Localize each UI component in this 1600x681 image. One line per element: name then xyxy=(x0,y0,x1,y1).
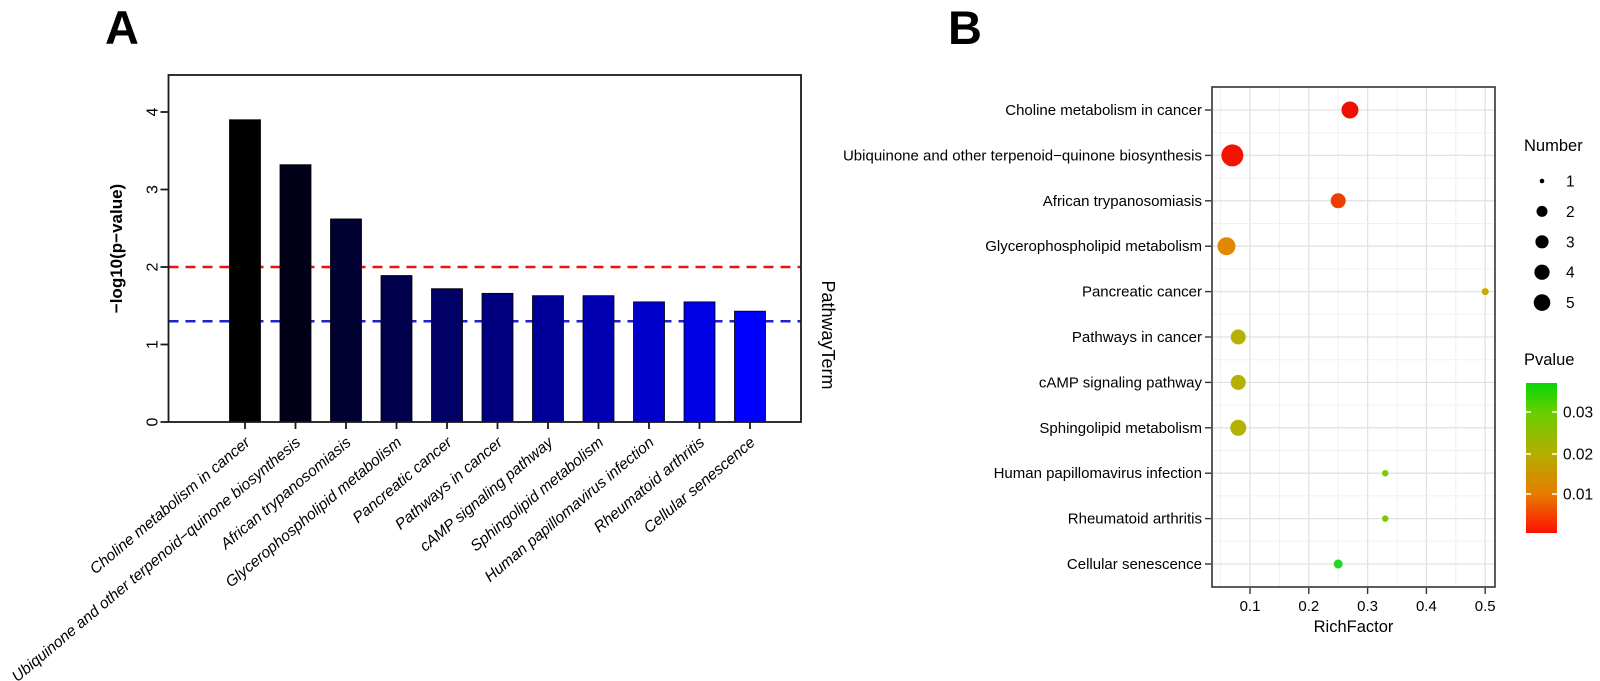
row-label-cellular-senescence: Cellular senescence xyxy=(1067,556,1202,573)
x-tick-label: 0.2 xyxy=(1298,598,1319,615)
legend-number-dot-4 xyxy=(1534,264,1550,280)
x-tick-label: 0.1 xyxy=(1240,598,1261,615)
x-tick-label: 0.3 xyxy=(1357,598,1378,615)
row-label-human-papillomavirus-infection: Human papillomavirus infection xyxy=(994,465,1202,482)
legend-number-title: Number xyxy=(1524,137,1583,155)
right-axis-title: PathwayTerm xyxy=(818,280,838,389)
legend-number-label: 5 xyxy=(1566,295,1575,312)
row-label-african-trypanosomiasis: African trypanosomiasis xyxy=(1043,193,1202,210)
row-label-rheumatoid-arthritis: Rheumatoid arthritis xyxy=(1068,511,1202,528)
bar-glycerophospholipid-metabolism xyxy=(380,275,413,423)
pvalue-tick-label: 0.03 xyxy=(1563,405,1593,422)
pvalue-colorbar xyxy=(1526,383,1557,533)
legend-number-label: 3 xyxy=(1566,234,1575,251)
row-label-pathways-in-cancer: Pathways in cancer xyxy=(1072,329,1202,346)
row-label-camp-signaling-pathway: cAMP signaling pathway xyxy=(1039,374,1203,391)
legend-number-dot-3 xyxy=(1535,235,1549,249)
bar-african-trypanosomiasis xyxy=(330,218,362,423)
legend-number-label: 4 xyxy=(1566,265,1575,282)
legend-number-label: 1 xyxy=(1566,174,1575,191)
dot-camp-signaling-pathway xyxy=(1230,374,1246,390)
dot-african-trypanosomiasis xyxy=(1330,193,1346,209)
bar-ubiquinone-and-other-terpenoid-quinone-b xyxy=(279,164,312,423)
dot-rheumatoid-arthritis xyxy=(1381,515,1389,522)
dot-pancreatic-cancer xyxy=(1481,288,1489,296)
legend-pvalue: Pvalue 0.03 0.02 0.01 xyxy=(1524,351,1593,533)
legend-number-dot-5 xyxy=(1533,294,1551,311)
bar-pathways-in-cancer xyxy=(481,292,514,423)
dot-choline-metabolism-in-cancer xyxy=(1341,101,1359,119)
legend-pvalue-title: Pvalue xyxy=(1524,351,1574,369)
row-label-pancreatic-cancer: Pancreatic cancer xyxy=(1082,284,1202,301)
legend-number-dot-2 xyxy=(1536,205,1548,217)
x-axis-title: RichFactor xyxy=(1314,618,1394,636)
legend-number-label: 2 xyxy=(1566,204,1575,221)
y-tick-label: 3 xyxy=(145,185,162,194)
bar-choline-metabolism-in-cancer xyxy=(229,119,261,423)
bar-cellular-senescence xyxy=(734,310,766,423)
legend-number: Number 1 2 3 4 5 xyxy=(1524,137,1583,312)
y-tick-label: 4 xyxy=(145,107,162,116)
legend-number-dot-1 xyxy=(1539,178,1545,184)
bar-camp-signaling-pathway xyxy=(532,295,564,423)
x-tick-label: 0.5 xyxy=(1475,598,1496,615)
bar-pancreatic-cancer xyxy=(431,288,463,423)
panel-b-border xyxy=(1211,86,1496,588)
pvalue-tick-label: 0.01 xyxy=(1563,487,1593,504)
x-tick-label: 0.4 xyxy=(1416,598,1437,615)
panel-b-dotplot: Choline metabolism in cancer Ubiquinone a… xyxy=(843,86,1496,636)
row-label-glycerophospholipid-metabolism: Glycerophospholipid metabolism xyxy=(985,238,1202,255)
panel-a-box xyxy=(167,74,802,423)
dot-pathways-in-cancer xyxy=(1230,329,1246,345)
dot-glycerophospholipid-metabolism xyxy=(1217,237,1236,256)
dot-ubiquinone-and-other-terpenoid-quinone-b xyxy=(1221,144,1244,167)
panel-a-label: A xyxy=(105,1,139,54)
row-label-ubiquinone-and-other-terpenoid-quinone-b: Ubiquinone and other terpenoid−quinone b… xyxy=(843,147,1202,164)
row-label-sphingolipid-metabolism: Sphingolipid metabolism xyxy=(1039,420,1202,437)
bar-sphingolipid-metabolism xyxy=(582,295,615,423)
panel-b-label: B xyxy=(948,1,982,54)
y-tick-label: 1 xyxy=(145,340,162,349)
row-label-choline-metabolism-in-cancer: Choline metabolism in cancer xyxy=(1005,102,1202,119)
dot-cellular-senescence xyxy=(1333,559,1343,569)
bar-rheumatoid-arthritis xyxy=(683,301,716,423)
pvalue-tick-label: 0.02 xyxy=(1563,447,1593,464)
dot-sphingolipid-metabolism xyxy=(1230,419,1247,436)
bar-human-papillomavirus-infection xyxy=(633,301,665,423)
y-axis-title: −log10(p−value) xyxy=(107,184,126,313)
y-tick-label: 0 xyxy=(145,417,162,426)
dot-human-papillomavirus-infection xyxy=(1381,469,1389,477)
y-tick-label: 2 xyxy=(145,262,162,271)
